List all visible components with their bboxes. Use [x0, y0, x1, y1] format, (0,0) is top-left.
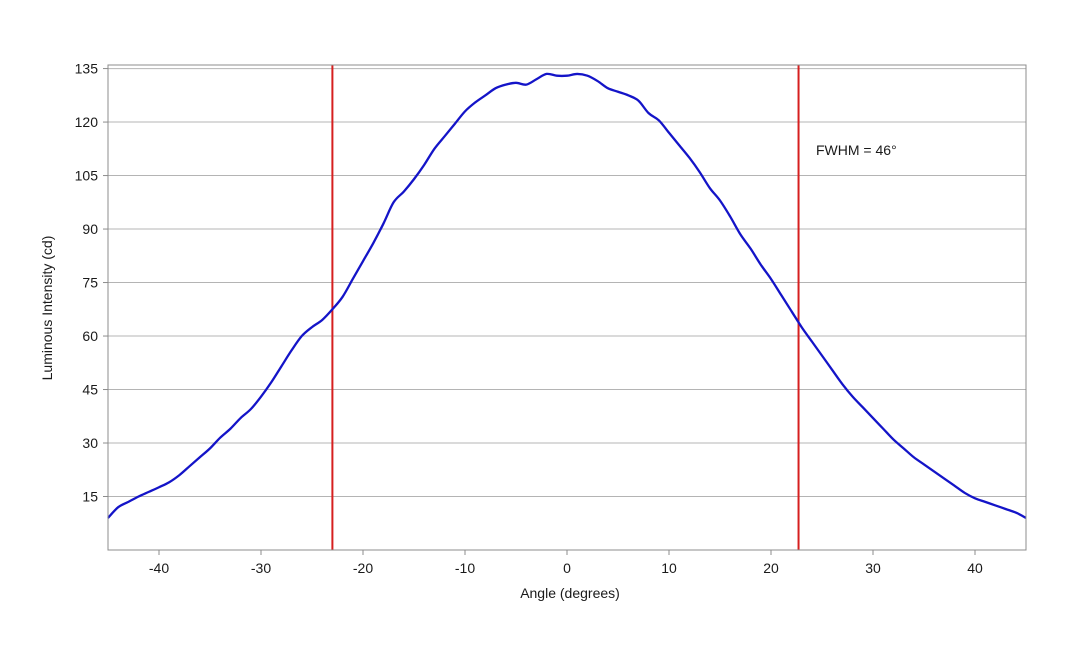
y-tick-label: 45 [82, 382, 98, 398]
x-tick-label: 10 [661, 560, 677, 576]
x-axis-label: Angle (degrees) [520, 585, 620, 601]
fwhm-markers [331, 65, 800, 550]
y-tick-label: 15 [82, 489, 98, 505]
intensity-curve [107, 72, 1027, 519]
y-tick-label: 30 [82, 435, 98, 451]
x-tick-label: -20 [353, 560, 373, 576]
x-tick-label: 30 [865, 560, 881, 576]
y-tick-label: 120 [75, 114, 99, 130]
x-tick-label: -30 [251, 560, 271, 576]
x-tick-label: 40 [967, 560, 983, 576]
y-tick-label: 75 [82, 275, 98, 291]
x-axis-ticks: -40 -30 -20 -10 0 10 20 30 40 [149, 550, 983, 576]
fwhm-annotation: FWHM = 46° [816, 142, 897, 158]
x-tick-label: 20 [763, 560, 779, 576]
y-axis-ticks: 15 30 45 60 75 90 105 120 135 [75, 61, 108, 505]
y-tick-label: 60 [82, 328, 98, 344]
series-layer [107, 72, 1027, 519]
plot-frame [107, 64, 1027, 551]
x-tick-label: 0 [563, 560, 571, 576]
x-tick-label: -40 [149, 560, 169, 576]
y-tick-label: 135 [75, 61, 99, 77]
x-tick-label: -10 [455, 560, 475, 576]
grid-layer [108, 68, 1026, 498]
y-tick-label: 90 [82, 221, 98, 237]
y-axis-label: Luminous Intensity (cd) [39, 236, 55, 381]
y-tick-label: 105 [75, 168, 99, 184]
